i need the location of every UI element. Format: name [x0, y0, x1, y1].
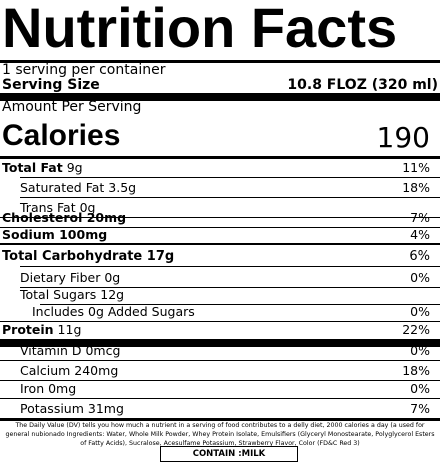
- nutrient-row-trans-fat: Trans Fat 0g: [0, 198, 440, 218]
- nutrient-dv: 11%: [402, 160, 430, 175]
- nutrient-row-calcium: Calcium 240mg 18%: [0, 361, 440, 381]
- nutrient-row-added-sugars: Includes 0g Added Sugars 0%: [0, 302, 440, 322]
- nutrient-label: Protein: [2, 322, 54, 337]
- nutrient-label: Trans Fat 0g: [20, 200, 96, 215]
- nutrient-dv: 18%: [402, 363, 430, 378]
- nutrient-label: Total Fat: [2, 160, 63, 175]
- nutrient-row-total-fat: Total Fat 9g 11%: [0, 158, 440, 178]
- nutrient-row-saturated-fat: Saturated Fat 3.5g 18%: [0, 178, 440, 198]
- nutrient-row-total-carbohydrate: Total Carbohydrate 17g 6%: [0, 247, 440, 267]
- nutrient-dv: 0%: [410, 270, 430, 285]
- nutrient-dv: 6%: [409, 249, 430, 264]
- nutrient-row-protein: Protein 11g 22%: [0, 320, 440, 340]
- serving-rule: [0, 93, 440, 101]
- nutrient-label: Cholesterol 20mg: [2, 210, 127, 225]
- serving-size-value: 10.8 FLOZ (320 ml): [287, 77, 438, 93]
- nutrient-row-total-sugars: Total Sugars 12g: [0, 285, 440, 305]
- nutrient-label: Saturated Fat 3.5g: [20, 180, 137, 195]
- nutrient-amount: 9g: [66, 160, 83, 175]
- nutrient-label: Potassium 31mg: [20, 401, 124, 416]
- nutrient-row-sodium: Sodium 100mg 4%: [0, 225, 440, 245]
- nutrient-row-potassium: Potassium 31mg 7%: [0, 399, 440, 419]
- servings-per-container: 1 serving per container: [2, 62, 166, 78]
- amount-per-serving: Amount Per Serving: [2, 99, 142, 115]
- nutrient-row-dietary-fiber: Dietary Fiber 0g 0%: [0, 268, 440, 288]
- label-title: Nutrition Facts: [2, 0, 398, 59]
- nutrient-dv: 18%: [402, 180, 430, 195]
- nutrient-label: Dietary Fiber 0g: [20, 270, 121, 285]
- protein-rule: [0, 339, 440, 347]
- nutrient-row-cholesterol: Cholesterol 20mg 7%: [0, 208, 440, 228]
- nutrient-amount: 11g: [57, 322, 82, 337]
- nutrient-label: Vitamin D 0mcg: [20, 343, 121, 358]
- nutrient-label: Total Carbohydrate 17g: [2, 249, 175, 264]
- calories-value: 190: [376, 121, 430, 154]
- serving-size-label: Serving Size: [2, 77, 100, 93]
- footnote-rule: [0, 418, 440, 421]
- nutrient-label: Includes 0g Added Sugars: [32, 304, 195, 319]
- nutrient-label: Calcium 240mg: [20, 363, 119, 378]
- nutrient-dv: 0%: [410, 343, 430, 358]
- nutrient-dv: 22%: [402, 322, 430, 337]
- nutrient-dv: 4%: [410, 227, 430, 242]
- allergen-box: CONTAIN :MILK: [160, 446, 298, 462]
- nutrient-label: Iron 0mg: [20, 381, 77, 396]
- footnote-text: The Daily Value (DV) tells you how much …: [5, 422, 435, 447]
- nutrient-row-iron: Iron 0mg 0%: [0, 379, 440, 399]
- nutrient-label: Total Sugars 12g: [20, 287, 125, 302]
- calories-rule: [0, 156, 440, 159]
- nutrient-label: Sodium 100mg: [2, 227, 108, 242]
- calories-label: Calories: [2, 119, 121, 152]
- title-rule: [0, 60, 440, 63]
- nutrient-dv: 0%: [410, 381, 430, 396]
- nutrient-dv: 0%: [410, 304, 430, 319]
- nutrient-dv: 7%: [410, 210, 430, 225]
- nutrient-dv: 7%: [410, 401, 430, 416]
- nutrient-row-vitamin-d: Vitamin D 0mcg 0%: [0, 341, 440, 361]
